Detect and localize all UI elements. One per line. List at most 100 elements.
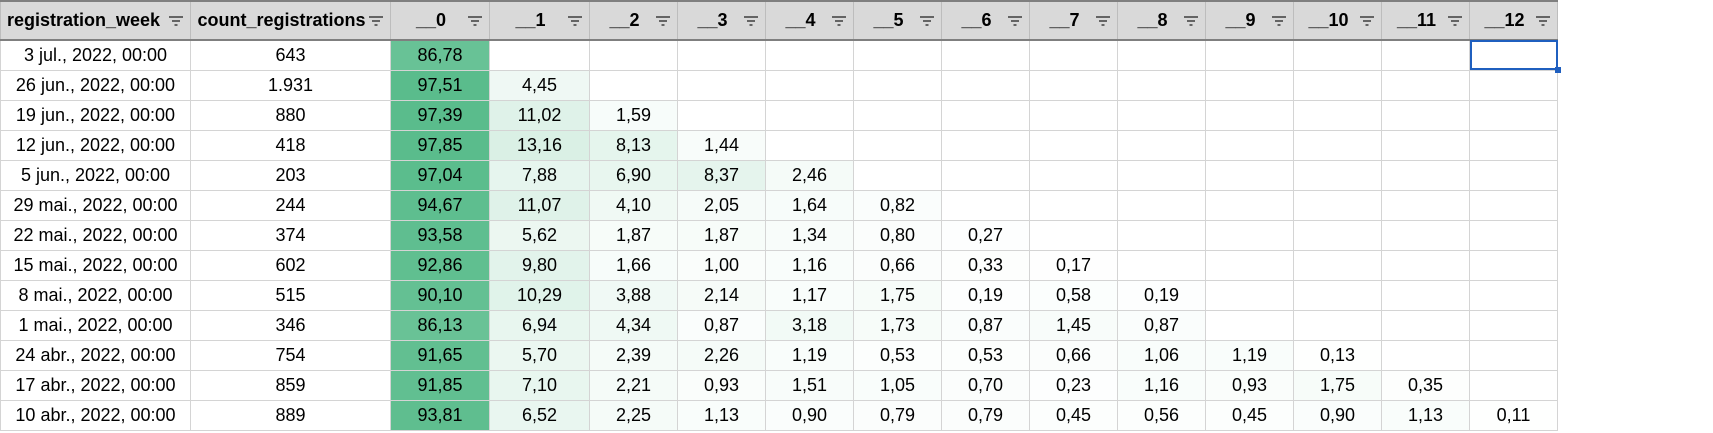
table-cell[interactable] (853, 69, 942, 101)
table-cell[interactable] (1029, 189, 1118, 221)
table-cell[interactable] (1205, 159, 1294, 191)
table-cell[interactable] (853, 39, 942, 71)
table-cell[interactable]: 0,79 (941, 399, 1030, 431)
table-cell[interactable] (1469, 369, 1558, 401)
table-cell[interactable]: 8,37 (677, 159, 766, 191)
table-cell[interactable] (1205, 249, 1294, 281)
table-cell[interactable] (1469, 39, 1558, 71)
table-cell[interactable]: 4,34 (589, 309, 678, 341)
table-cell[interactable]: 880 (190, 99, 391, 131)
table-cell[interactable] (1293, 189, 1382, 221)
table-cell[interactable] (853, 159, 942, 191)
table-cell[interactable]: 97,39 (390, 99, 490, 131)
table-cell[interactable] (589, 69, 678, 101)
table-cell[interactable] (853, 129, 942, 161)
table-cell[interactable]: 1,75 (853, 279, 942, 311)
column-header-col-8[interactable]: __8 (1117, 0, 1206, 41)
filter-icon[interactable] (1271, 15, 1287, 27)
table-cell[interactable] (1293, 99, 1382, 131)
column-header-col-10[interactable]: __10 (1293, 0, 1382, 41)
table-cell[interactable] (1469, 339, 1558, 371)
table-cell[interactable] (765, 69, 854, 101)
filter-icon[interactable] (368, 15, 384, 27)
column-header-col-0[interactable]: __0 (390, 0, 490, 41)
table-cell[interactable]: 0,19 (941, 279, 1030, 311)
table-cell[interactable] (1205, 219, 1294, 251)
table-cell[interactable] (1293, 309, 1382, 341)
filter-icon[interactable] (1007, 15, 1023, 27)
table-cell[interactable] (1293, 249, 1382, 281)
table-cell[interactable]: 0,19 (1117, 279, 1206, 311)
table-cell[interactable] (1293, 159, 1382, 191)
table-cell[interactable]: 1,73 (853, 309, 942, 341)
table-cell[interactable]: 0,87 (941, 309, 1030, 341)
table-cell[interactable]: 8 mai., 2022, 00:00 (0, 279, 191, 311)
table-cell[interactable]: 6,90 (589, 159, 678, 191)
table-cell[interactable]: 0,87 (1117, 309, 1206, 341)
table-cell[interactable]: 93,58 (390, 219, 490, 251)
column-header-col-11[interactable]: __11 (1381, 0, 1470, 41)
table-cell[interactable] (1293, 39, 1382, 71)
table-cell[interactable] (1117, 159, 1206, 191)
table-cell[interactable] (1381, 279, 1470, 311)
table-cell[interactable]: 0,11 (1469, 399, 1558, 431)
table-cell[interactable]: 1,51 (765, 369, 854, 401)
table-cell[interactable]: 91,85 (390, 369, 490, 401)
column-header-col-3[interactable]: __3 (677, 0, 766, 41)
table-cell[interactable] (1469, 249, 1558, 281)
filter-icon[interactable] (743, 15, 759, 27)
table-cell[interactable]: 7,88 (489, 159, 590, 191)
filter-icon[interactable] (567, 15, 583, 27)
table-cell[interactable]: 1,75 (1293, 369, 1382, 401)
table-cell[interactable] (1205, 309, 1294, 341)
table-cell[interactable] (1381, 339, 1470, 371)
table-cell[interactable]: 2,39 (589, 339, 678, 371)
table-cell[interactable]: 19 jun., 2022, 00:00 (0, 99, 191, 131)
table-cell[interactable] (1205, 129, 1294, 161)
table-cell[interactable] (1029, 99, 1118, 131)
table-cell[interactable] (941, 39, 1030, 71)
table-cell[interactable]: 1,16 (1117, 369, 1206, 401)
table-cell[interactable] (1381, 219, 1470, 251)
table-cell[interactable]: 93,81 (390, 399, 490, 431)
table-cell[interactable] (1117, 99, 1206, 131)
table-cell[interactable] (1293, 129, 1382, 161)
table-cell[interactable] (1205, 99, 1294, 131)
table-cell[interactable] (941, 129, 1030, 161)
table-cell[interactable] (1469, 219, 1558, 251)
table-cell[interactable]: 9,80 (489, 249, 590, 281)
table-cell[interactable]: 374 (190, 219, 391, 251)
table-cell[interactable]: 1,19 (765, 339, 854, 371)
table-cell[interactable] (1381, 189, 1470, 221)
column-header-col-5[interactable]: __5 (853, 0, 942, 41)
table-cell[interactable] (1205, 69, 1294, 101)
table-cell[interactable]: 515 (190, 279, 391, 311)
column-header-col-7[interactable]: __7 (1029, 0, 1118, 41)
table-cell[interactable]: 0,80 (853, 219, 942, 251)
table-cell[interactable]: 602 (190, 249, 391, 281)
table-cell[interactable]: 0,56 (1117, 399, 1206, 431)
table-cell[interactable]: 1,59 (589, 99, 678, 131)
table-cell[interactable]: 0,27 (941, 219, 1030, 251)
table-cell[interactable]: 643 (190, 39, 391, 71)
filter-icon[interactable] (1183, 15, 1199, 27)
table-cell[interactable] (1469, 309, 1558, 341)
table-cell[interactable]: 7,10 (489, 369, 590, 401)
table-cell[interactable] (1029, 39, 1118, 71)
table-cell[interactable]: 11,02 (489, 99, 590, 131)
table-cell[interactable]: 94,67 (390, 189, 490, 221)
table-cell[interactable]: 2,25 (589, 399, 678, 431)
table-cell[interactable]: 0,58 (1029, 279, 1118, 311)
table-cell[interactable]: 1,17 (765, 279, 854, 311)
table-cell[interactable]: 2,14 (677, 279, 766, 311)
filter-icon[interactable] (831, 15, 847, 27)
table-cell[interactable] (853, 99, 942, 131)
table-cell[interactable]: 5,62 (489, 219, 590, 251)
table-cell[interactable]: 0,45 (1205, 399, 1294, 431)
table-cell[interactable] (765, 39, 854, 71)
table-cell[interactable] (1293, 69, 1382, 101)
table-cell[interactable]: 97,04 (390, 159, 490, 191)
table-cell[interactable]: 1,64 (765, 189, 854, 221)
table-cell[interactable] (1469, 189, 1558, 221)
table-cell[interactable]: 0,53 (941, 339, 1030, 371)
